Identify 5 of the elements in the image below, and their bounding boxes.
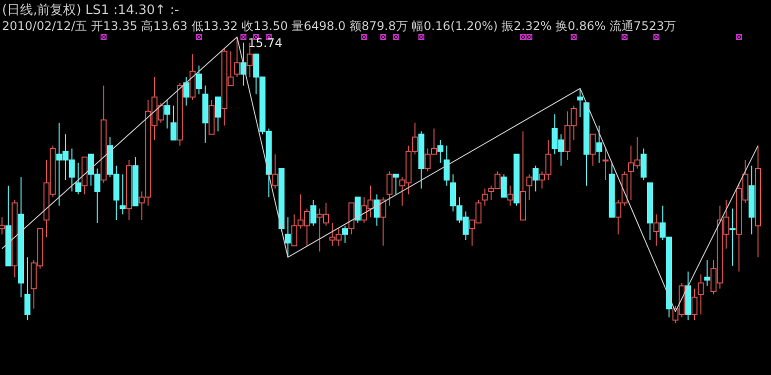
chart-subtitle: 2010/02/12/五 开13.35 高13.63 低13.32 收13.50 量6498.0 额879.8万 幅0.16(1.20%) 振2.32% 换0.86% 流通7523万 [2,19,676,33]
annotation: 15.74 [248,36,282,50]
text: :14.30↑ :- [109,3,180,18]
text: LS1 [81,3,110,18]
chart-title: (日线,前复权) [2,3,82,18]
